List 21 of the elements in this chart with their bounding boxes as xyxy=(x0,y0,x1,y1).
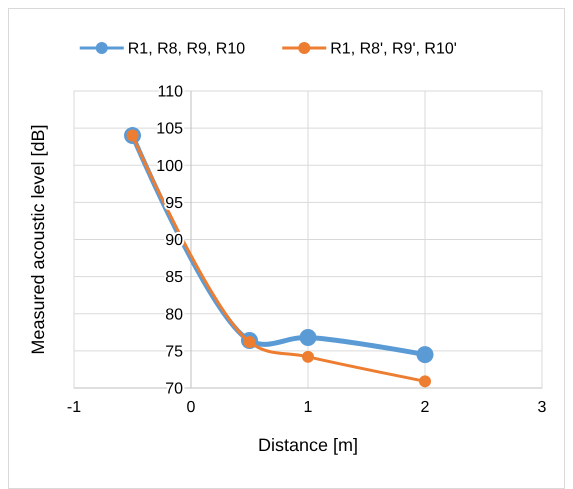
point xyxy=(300,329,316,346)
y-tick-label: 85 xyxy=(165,269,184,286)
x-tick-label: 3 xyxy=(538,399,547,416)
y-tick-label: 100 xyxy=(156,158,184,175)
x-tick-label: 1 xyxy=(304,399,313,416)
x-tick-label: 0 xyxy=(186,399,196,416)
y-tick-label: 95 xyxy=(165,194,184,212)
y-axis-title: Measured acoustic level [dB] xyxy=(28,124,48,355)
y-tick-label: 110 xyxy=(157,84,184,101)
y-tick-label: 80 xyxy=(165,306,184,324)
x-tick-label: 2 xyxy=(420,399,430,416)
point xyxy=(419,375,431,388)
legend-label: R1, R8, R9, R10 xyxy=(128,40,246,58)
y-tick-label: 75 xyxy=(165,343,184,360)
x-tick-label: -1 xyxy=(66,399,82,416)
legend-label: R1, R8', R9', R10' xyxy=(330,40,457,58)
y-tick-label: 105 xyxy=(156,120,184,138)
y-tick-label: 70 xyxy=(165,380,184,398)
point xyxy=(302,350,314,363)
x-axis-title: Distance [m] xyxy=(258,435,358,455)
point xyxy=(416,346,434,364)
